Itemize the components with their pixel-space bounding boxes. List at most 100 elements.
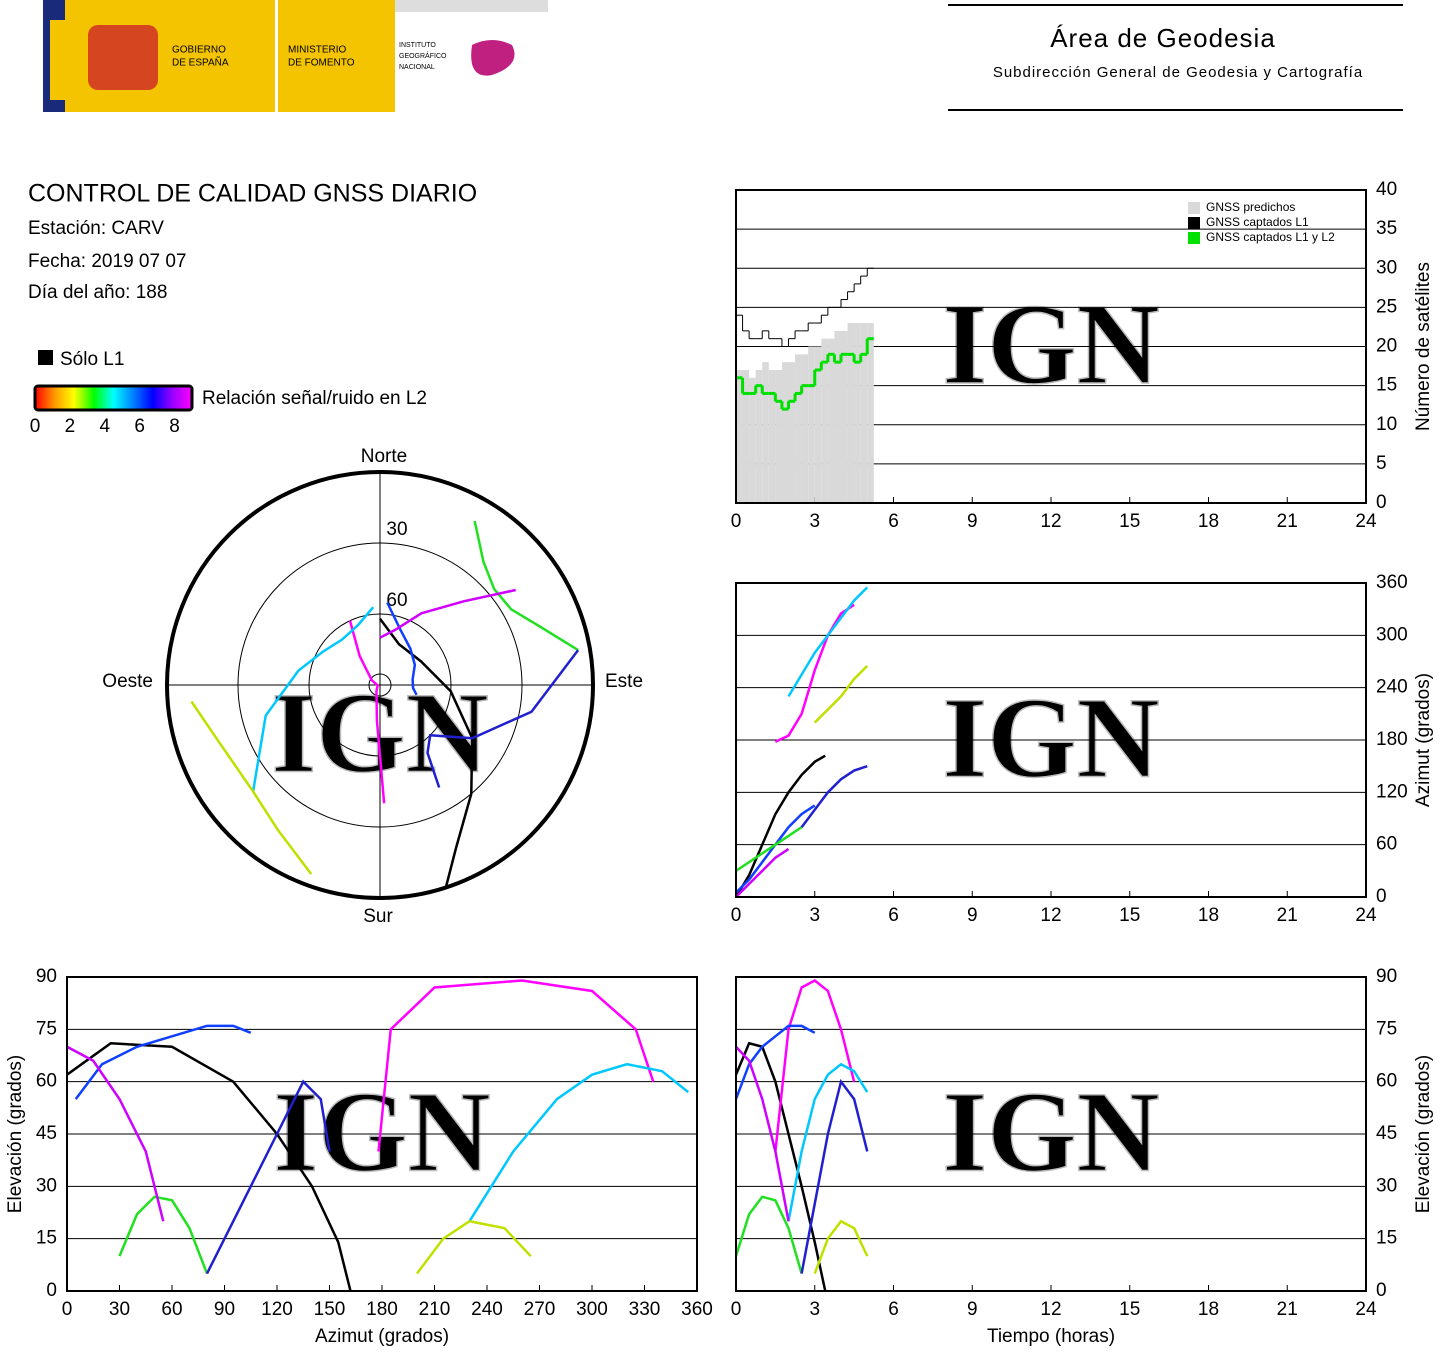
y-tick-label: 0 <box>46 1280 57 1301</box>
date: Fecha: 2019 07 07 <box>28 251 186 272</box>
y-tick-label: 15 <box>1376 1228 1397 1249</box>
azimuth-track <box>735 826 803 872</box>
y-tick-label: 180 <box>1376 729 1408 750</box>
y-tick-label: 15 <box>1376 375 1397 396</box>
legend-label: Sólo L1 <box>60 349 124 370</box>
elevation-azimuth-track <box>66 1042 352 1292</box>
ring-label: 60 <box>386 590 407 611</box>
legend-swatch <box>38 350 53 365</box>
direction-label: Norte <box>361 446 407 467</box>
horizon-ring <box>165 470 595 900</box>
azimuth-track <box>813 664 869 724</box>
x-tick-label: 12 <box>1040 511 1061 532</box>
predicted-bar <box>860 323 868 503</box>
legend-swatch <box>1188 202 1200 214</box>
y-tick-label: 15 <box>36 1228 57 1249</box>
x-axis-label: Tiempo (horas) <box>987 1326 1115 1347</box>
x-tick-label: 18 <box>1198 511 1219 532</box>
colorbar-tick-label: 8 <box>169 416 180 437</box>
predicted-bar <box>781 362 789 503</box>
y-tick-label: 120 <box>1376 781 1408 802</box>
y-tick-label: 25 <box>1376 296 1397 317</box>
y-tick-label: 60 <box>36 1071 57 1092</box>
plot-frame <box>735 582 1367 898</box>
predicted-bar <box>801 354 809 503</box>
x-tick-label: 18 <box>1198 1299 1219 1320</box>
x-tick-label: 60 <box>161 1299 182 1320</box>
predicted-bar <box>847 323 855 503</box>
azimuth-track <box>800 764 868 828</box>
predicted-bar <box>795 354 802 503</box>
elevation-azimuth-track <box>468 1062 690 1222</box>
area-subtitle: Subdirección General de Geodesia y Carto… <box>993 64 1363 81</box>
y-axis-label: Elevación (grados) <box>1413 1055 1434 1213</box>
elevation-time-track <box>787 1062 869 1222</box>
x-tick-label: 150 <box>314 1299 346 1320</box>
x-tick-label: 0 <box>731 1299 742 1320</box>
sky-track <box>378 617 474 888</box>
cnig-logo <box>471 40 515 76</box>
y-tick-label: 5 <box>1376 453 1387 474</box>
sky-track <box>348 620 386 804</box>
predicted-bar <box>742 369 750 503</box>
logo-block <box>278 0 395 112</box>
plot-frame <box>66 976 698 1292</box>
colorbar <box>33 384 194 412</box>
predicted-bar <box>755 369 763 503</box>
predicted-bar <box>834 330 841 503</box>
logo-text: INSTITUTO <box>399 42 436 49</box>
logo-text: DE ESPAÑA <box>172 56 229 69</box>
elevation-time-track <box>813 1219 869 1274</box>
predicted-bar <box>762 362 769 503</box>
colorbar-label: Relación señal/ruido en L2 <box>202 388 427 409</box>
colorbar-tick-label: 6 <box>134 416 145 437</box>
y-tick-label: 75 <box>1376 1018 1397 1039</box>
legend-label: GNSS captados L1 y L2 <box>1206 230 1335 244</box>
predicted-bar <box>775 369 782 503</box>
azimuth-track <box>774 603 855 743</box>
x-tick-label: 24 <box>1355 905 1377 926</box>
x-tick-label: 90 <box>214 1299 235 1320</box>
x-tick-label: 300 <box>576 1299 608 1320</box>
y-axis-label: Azimut (grados) <box>1413 673 1434 807</box>
y-tick-label: 30 <box>36 1175 57 1196</box>
x-tick-label: 360 <box>681 1299 713 1320</box>
direction-label: Sur <box>363 906 393 927</box>
elevation-ring <box>237 542 523 828</box>
logo-text: MINISTERIO <box>288 45 347 56</box>
logo: GOBIERNO DE ESPAÑA MINISTERIO DE FOMENTO… <box>43 0 548 112</box>
x-tick-label: 330 <box>629 1299 661 1320</box>
logo-band <box>395 0 548 12</box>
direction-label: Oeste <box>102 671 153 692</box>
predicted-bar <box>821 338 828 503</box>
x-tick-label: 24 <box>1355 511 1377 532</box>
y-tick-label: 0 <box>1376 492 1387 513</box>
colorbar-tick-label: 2 <box>65 416 76 437</box>
station: Estación: CARV <box>28 218 164 239</box>
logo-text: GOBIERNO <box>172 45 226 56</box>
y-tick-label: 60 <box>1376 834 1397 855</box>
x-axis-label: Azimut (grados) <box>315 1326 449 1347</box>
colorbar-tick-label: 0 <box>30 416 41 437</box>
sky-track <box>386 601 418 696</box>
predicted-bar <box>768 369 776 503</box>
x-tick-label: 6 <box>888 1299 899 1320</box>
x-tick-label: 9 <box>967 511 978 532</box>
y-axis-label: Número de satélites <box>1413 262 1434 431</box>
logo-flagbar <box>50 20 65 100</box>
polar-center <box>368 673 392 697</box>
plot-frame <box>735 976 1367 1292</box>
x-tick-label: 6 <box>888 511 899 532</box>
x-tick-label: 12 <box>1040 905 1061 926</box>
elevation-time-track <box>734 1041 827 1292</box>
elevation-azimuth-track <box>205 1079 331 1275</box>
y-tick-label: 30 <box>1376 257 1397 278</box>
x-tick-label: 18 <box>1198 905 1219 926</box>
predicted-bar <box>827 338 835 503</box>
y-tick-label: 45 <box>36 1123 57 1144</box>
x-tick-label: 9 <box>967 905 978 926</box>
y-tick-label: 60 <box>1376 1071 1397 1092</box>
sky-track <box>473 520 579 652</box>
predicted-bar <box>841 330 848 503</box>
